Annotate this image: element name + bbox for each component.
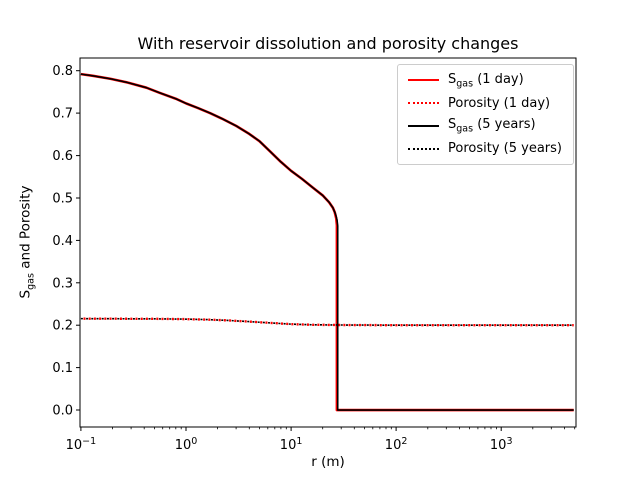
legend-label-rest: (1 day) [473,71,524,87]
x-tick-label: 100 [175,436,198,453]
legend-label: Porosity (5 years) [448,141,562,157]
legend-item-sgas-5years: Sgas (5 years) [408,115,567,137]
legend-label: Sgas (5 years) [448,117,536,135]
series-Sgas_5years [80,73,574,411]
x-tick-label: 102 [385,436,408,453]
y-tick-label: 0.5 [52,192,73,207]
y-tick-label: 0.4 [52,234,73,249]
y-tick-label: 0.8 [52,64,73,79]
y-tick-label: 0.7 [52,107,73,122]
x-axis-label: r (m) [311,454,345,470]
legend-label: Porosity (1 day) [448,95,551,111]
x-tick-label: 10−1 [66,436,97,453]
plot-area [79,57,577,428]
legend-label-subscript: gas [456,78,474,90]
legend-label-rest: (5 years) [473,117,536,133]
legend-line-sample-red-dotted [408,102,439,105]
legend-label-prefix: S [448,71,457,87]
legend-line-sample-black-dotted [408,147,439,150]
y-tick-label: 0.0 [52,404,73,419]
legend-line-sample-red-solid [408,79,439,82]
y-tick-label: 0.2 [52,319,73,334]
legend-box: Sgas (1 day) Porosity (1 day) Sgas (5 ye… [397,64,574,165]
legend-item-sgas-1day: Sgas (1 day) [408,69,567,91]
x-tick-label: 103 [490,436,513,453]
legend-item-porosity-5years: Porosity (5 years) [408,138,567,160]
legend-label-prefix: S [448,117,457,133]
y-tick-label: 0.6 [52,149,73,164]
y-tick-label: 0.1 [52,361,73,376]
legend-line-sample-black-solid [408,124,439,127]
legend-label: Sgas (1 day) [448,72,524,90]
legend-item-porosity-1day: Porosity (1 day) [408,92,567,114]
series-Porosity_5years [80,317,574,327]
y-tick-label: 0.3 [52,276,73,291]
chart-title: With reservoir dissolution and porosity … [137,34,519,53]
legend-label-subscript: gas [456,123,474,135]
x-tick-label: 101 [280,436,303,453]
